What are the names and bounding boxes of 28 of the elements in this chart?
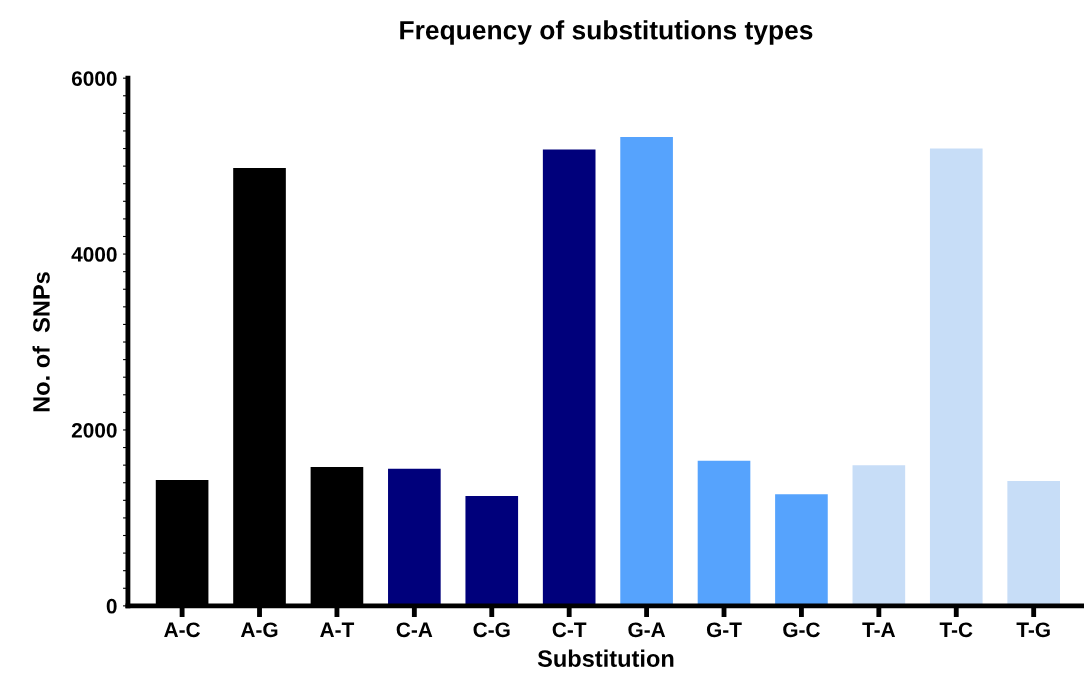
x-axis-title: Substitution — [537, 649, 674, 667]
x-tick-label: A-G — [240, 622, 278, 638]
y-tick-label: 6000 — [71, 71, 117, 86]
x-tick-label: T-A — [862, 622, 896, 637]
x-tick-label: C-A — [396, 622, 433, 638]
y-tick-label: 0 — [106, 598, 117, 614]
bar — [465, 495, 519, 606]
bar — [697, 460, 751, 606]
x-tick-label: G-C — [783, 622, 820, 638]
x-tick-label: C-T — [552, 622, 587, 638]
y-tick-label: 4000 — [71, 247, 117, 262]
x-tick-label: T-C — [939, 622, 973, 638]
bar — [1007, 480, 1060, 606]
x-tick-label: T-G — [1016, 622, 1050, 638]
x-tick-label: A-T — [320, 622, 355, 637]
y-tick-label: 2000 — [71, 422, 117, 438]
bar — [542, 149, 596, 606]
x-tick-label: A-C — [164, 622, 201, 638]
chart-title: Frequency of substitutions types — [400, 20, 813, 45]
x-tick-label: G-A — [628, 622, 666, 638]
x-tick-label: G-T — [706, 622, 742, 638]
bar — [620, 137, 673, 606]
bar — [388, 468, 441, 606]
bar — [929, 148, 983, 606]
x-tick-label: C-G — [473, 622, 510, 638]
bar — [775, 494, 828, 606]
y-axis-title: No. of SNPs — [32, 272, 50, 412]
bar — [852, 465, 906, 606]
